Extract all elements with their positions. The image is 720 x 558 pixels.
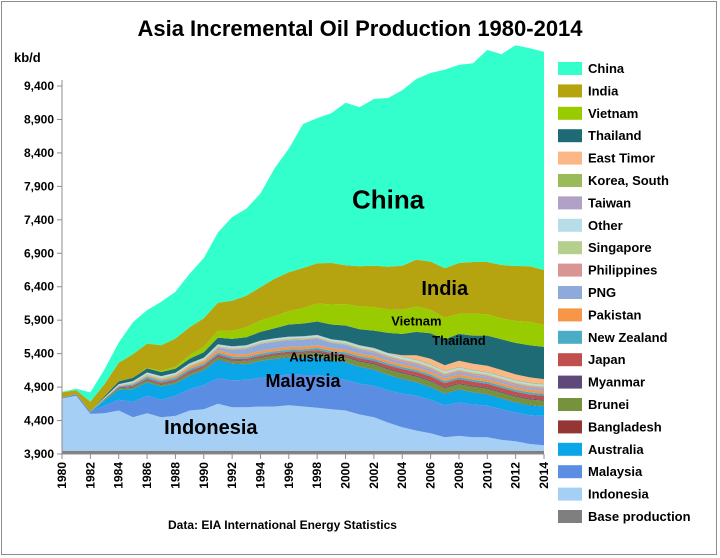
legend-swatch-australia: [558, 442, 582, 456]
axes: [61, 80, 544, 455]
legend-swatch-indonesia: [558, 487, 582, 501]
legend-swatch-other: [558, 218, 582, 232]
area-vietnam: [62, 303, 544, 412]
x-axis-ticks: 1980 1982 1984 1986 1988 1990 1992 1994 1996 1998…: [55, 454, 551, 489]
legend-swatch-thailand: [558, 129, 582, 143]
annotation-china: China: [352, 184, 425, 214]
y-tick-label: 8,900: [24, 112, 54, 126]
x-tick-label: 2000: [339, 462, 353, 489]
legend-label-japan: Japan: [588, 352, 626, 367]
x-tick-label: 2006: [424, 462, 438, 489]
legend-swatch-korea-south: [558, 174, 582, 187]
legend-swatch-taiwan: [558, 196, 582, 210]
y-tick-label: 5,400: [24, 347, 54, 361]
legend-swatch-east-timor: [558, 151, 582, 165]
x-tick-label: 2014: [537, 462, 551, 489]
chart-title: Asia Incremental Oil Production 1980-201…: [137, 16, 583, 41]
x-tick-label: 1988: [168, 462, 182, 489]
legend-label-australia: Australia: [588, 442, 644, 457]
legend-swatch-india: [558, 84, 582, 98]
x-tick-label: 1982: [83, 462, 97, 489]
area-pakistan: [62, 345, 544, 412]
legend-swatch-malaysia: [558, 465, 582, 479]
x-tick-label: 2010: [480, 462, 494, 489]
x-tick-label: 2012: [509, 462, 523, 489]
y-tick-label: 6,400: [24, 280, 54, 294]
legend-label-korea-south: Korea, South: [588, 173, 669, 188]
y-axis-ticks: 3,900 4,400 4,900 5,400 5,900 6,400 6,900 7,400…: [24, 79, 62, 461]
y-tick-label: 8,400: [24, 146, 54, 160]
x-tick-label: 1990: [197, 462, 211, 489]
legend-label-singapore: Singapore: [588, 240, 652, 255]
area-australia: [62, 357, 544, 416]
legend-swatch-pakistan: [558, 308, 582, 322]
legend-label-indonesia: Indonesia: [588, 487, 649, 502]
annotation-malaysia: Malaysia: [265, 371, 341, 391]
series-annotations: China India Vietnam Thailand Australia Malays…: [164, 184, 486, 438]
x-tick-label: 2004: [395, 462, 409, 489]
legend-label-other: Other: [588, 218, 623, 233]
legend-swatch-brunei: [558, 398, 582, 411]
legend-swatch-philippines: [558, 263, 582, 277]
x-tick-label: 1980: [55, 462, 69, 489]
area-base-production: [62, 450, 544, 454]
legend: China India Vietnam Thailand East Timor Korea…: [558, 61, 691, 524]
legend-swatch-china: [558, 62, 582, 75]
legend-label-pakistan: Pakistan: [588, 307, 642, 322]
legend-swatch-myanmar: [558, 375, 582, 389]
legend-label-china: China: [588, 61, 625, 76]
legend-label-bangladesh: Bangladesh: [588, 419, 662, 434]
legend-swatch-japan: [558, 353, 582, 367]
area-malaysia: [62, 374, 544, 446]
x-tick-label: 1994: [253, 462, 267, 489]
area-indonesia: [62, 395, 544, 451]
legend-swatch-vietnam: [558, 106, 582, 120]
legend-label-new-zealand: New Zealand: [588, 330, 668, 345]
annotation-vietnam: Vietnam: [391, 314, 441, 329]
annotation-australia: Australia: [289, 350, 345, 365]
legend-label-brunei: Brunei: [588, 397, 629, 412]
x-tick-label: 1984: [112, 462, 126, 489]
area-thailand: [62, 321, 544, 412]
y-tick-label: 4,400: [24, 414, 54, 428]
area-philippines: [62, 337, 544, 412]
legend-swatch-new-zealand: [558, 330, 582, 344]
area-layers: [62, 45, 544, 454]
legend-label-taiwan: Taiwan: [588, 195, 631, 210]
legend-label-philippines: Philippines: [588, 263, 657, 278]
y-tick-label: 5,900: [24, 313, 54, 327]
y-tick-label: 6,900: [24, 246, 54, 260]
legend-swatch-singapore: [558, 241, 582, 255]
y-tick-label: 4,900: [24, 380, 54, 394]
y-tick-label: 9,400: [24, 79, 54, 93]
area-china: [62, 45, 544, 402]
legend-swatch-png: [558, 286, 582, 299]
x-tick-label: 2008: [452, 462, 466, 489]
y-tick-label: 3,900: [24, 447, 54, 461]
legend-label-base-production: Base production: [588, 509, 691, 524]
legend-label-thailand: Thailand: [588, 128, 642, 143]
data-source-note: Data: EIA International Energy Statistic…: [168, 518, 397, 532]
x-tick-label: 1986: [140, 462, 154, 489]
legend-label-myanmar: Myanmar: [588, 375, 645, 390]
y-axis-unit-label: kb/d: [14, 50, 41, 65]
x-tick-label: 2002: [367, 462, 381, 489]
area-india: [62, 259, 544, 412]
legend-label-malaysia: Malaysia: [588, 464, 643, 479]
x-tick-label: 1992: [225, 462, 239, 489]
legend-swatch-base-production: [558, 510, 582, 523]
y-tick-label: 7,400: [24, 213, 54, 227]
legend-label-east-timor: East Timor: [588, 151, 655, 166]
y-tick-label: 7,900: [24, 179, 54, 193]
legend-label-png: PNG: [588, 285, 616, 300]
legend-label-india: India: [588, 83, 619, 98]
annotation-indonesia: Indonesia: [164, 417, 258, 439]
annotation-thailand: Thailand: [432, 333, 486, 348]
x-tick-label: 1996: [282, 462, 296, 489]
x-tick-label: 1998: [310, 462, 324, 489]
legend-label-vietnam: Vietnam: [588, 106, 638, 121]
annotation-india: India: [421, 278, 469, 300]
legend-swatch-bangladesh: [558, 420, 582, 434]
